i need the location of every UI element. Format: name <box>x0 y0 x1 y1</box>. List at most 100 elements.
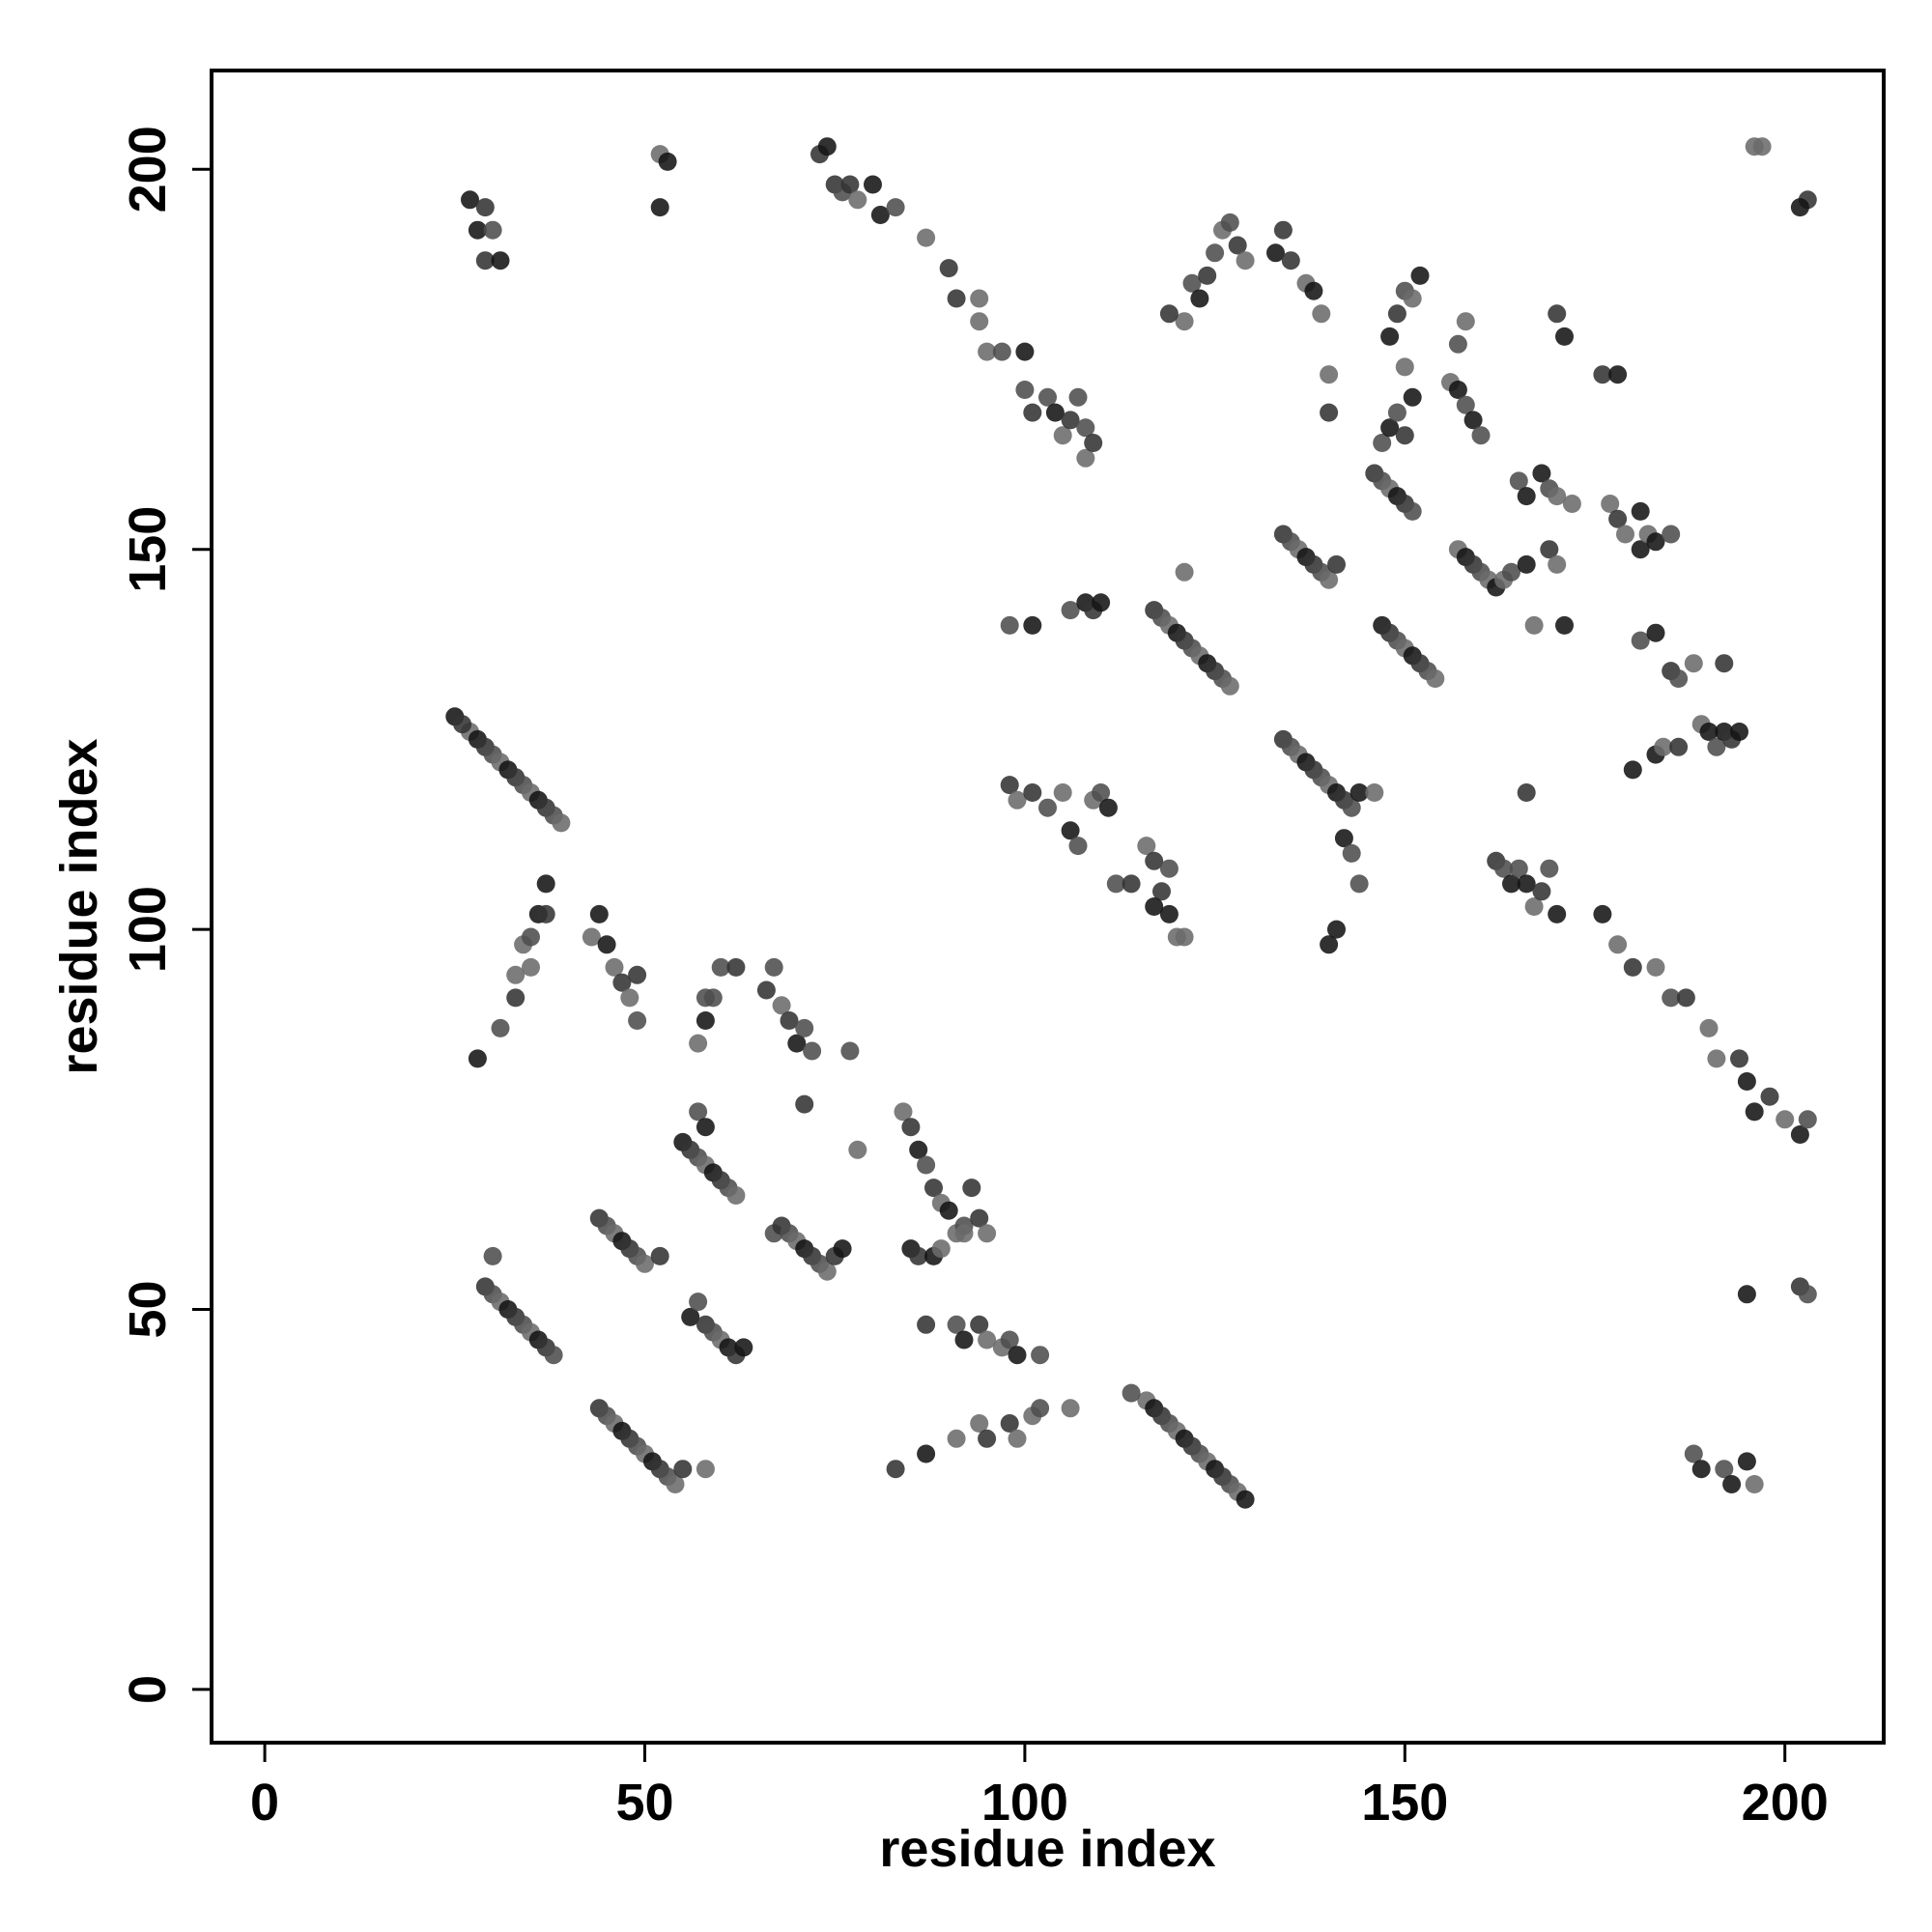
data-point <box>1220 676 1239 696</box>
data-point <box>681 1307 700 1326</box>
data-point <box>475 251 495 270</box>
data-point <box>689 1102 708 1122</box>
data-point <box>506 965 526 984</box>
data-point <box>1730 723 1748 741</box>
data-point <box>582 927 601 947</box>
data-point <box>833 1239 852 1259</box>
data-point <box>1320 570 1339 589</box>
data-point <box>1015 342 1035 361</box>
data-point <box>817 1262 837 1281</box>
data-point <box>886 198 905 217</box>
data-point <box>1548 904 1567 923</box>
data-point <box>468 220 487 240</box>
y-tick-label: 0 <box>119 1675 177 1704</box>
data-point <box>491 1018 510 1037</box>
data-point <box>978 1429 997 1448</box>
data-point <box>1456 395 1475 414</box>
data-point <box>1373 434 1392 452</box>
data-point <box>628 965 647 984</box>
data-point <box>1631 540 1650 559</box>
data-point <box>1616 525 1634 544</box>
data-point <box>954 1224 974 1243</box>
data-point <box>1540 859 1559 878</box>
data-point <box>1631 631 1650 650</box>
data-point <box>795 1018 814 1037</box>
y-axis-title: residue index <box>50 738 108 1074</box>
data-point <box>1669 737 1689 756</box>
data-point <box>1092 593 1111 612</box>
data-point <box>461 190 479 210</box>
data-point <box>1403 501 1422 521</box>
data-point <box>1076 418 1095 438</box>
data-point <box>1548 304 1567 324</box>
data-point <box>917 1444 936 1463</box>
data-point <box>1471 426 1491 445</box>
data-point <box>1023 783 1042 802</box>
data-point <box>1327 554 1346 574</box>
data-point <box>1365 783 1384 802</box>
data-point <box>1045 403 1065 422</box>
data-point <box>1061 1399 1080 1418</box>
data-point <box>1456 312 1475 331</box>
data-point <box>734 1338 753 1357</box>
data-point <box>483 220 502 240</box>
data-point <box>1236 251 1255 270</box>
data-point <box>1509 471 1528 491</box>
data-point <box>612 973 632 992</box>
data-point <box>1790 1125 1809 1144</box>
data-point <box>1320 365 1339 384</box>
data-point <box>1448 381 1467 399</box>
data-point <box>620 988 639 1008</box>
data-point <box>703 988 723 1008</box>
data-point <box>1662 525 1681 544</box>
data-point <box>552 813 571 833</box>
data-point <box>1509 859 1528 878</box>
data-point <box>1106 874 1125 894</box>
data-point <box>1228 236 1247 255</box>
data-point <box>1555 327 1574 346</box>
data-point <box>1395 357 1414 377</box>
data-point <box>1000 615 1019 635</box>
data-point <box>1122 1383 1141 1403</box>
data-point <box>1540 540 1559 559</box>
data-point <box>1403 387 1422 407</box>
data-point <box>970 1414 989 1433</box>
data-point <box>840 175 860 194</box>
data-point <box>1380 418 1400 438</box>
data-point <box>954 1330 974 1350</box>
data-point <box>1273 220 1293 240</box>
x-tick-label: 50 <box>615 1774 673 1832</box>
data-point <box>1684 654 1703 673</box>
data-point <box>970 1315 989 1334</box>
data-point <box>1745 1102 1764 1122</box>
data-point <box>1532 882 1551 901</box>
data-point <box>1715 1460 1734 1479</box>
data-point <box>1334 829 1353 848</box>
data-point <box>1152 882 1171 901</box>
data-point <box>886 1460 905 1479</box>
plot-frame <box>210 69 1886 1745</box>
data-point <box>589 904 609 923</box>
data-point <box>1206 243 1225 263</box>
data-point <box>1031 1399 1050 1418</box>
data-point <box>1145 851 1164 870</box>
data-point <box>787 1034 807 1053</box>
data-point <box>1304 281 1323 300</box>
data-point <box>1312 304 1331 324</box>
data-point <box>650 1246 669 1265</box>
data-point <box>1061 821 1080 840</box>
data-point <box>475 198 495 217</box>
data-point <box>1684 1444 1703 1463</box>
data-point <box>696 1460 715 1479</box>
data-point <box>870 206 890 224</box>
data-point <box>1015 381 1035 399</box>
data-point <box>1669 669 1689 688</box>
data-point <box>1076 448 1095 468</box>
data-point <box>1517 874 1536 894</box>
data-point <box>628 1011 647 1030</box>
data-point <box>1426 669 1445 688</box>
data-point <box>1623 957 1642 977</box>
data-point <box>536 904 555 923</box>
data-point <box>901 1118 921 1137</box>
